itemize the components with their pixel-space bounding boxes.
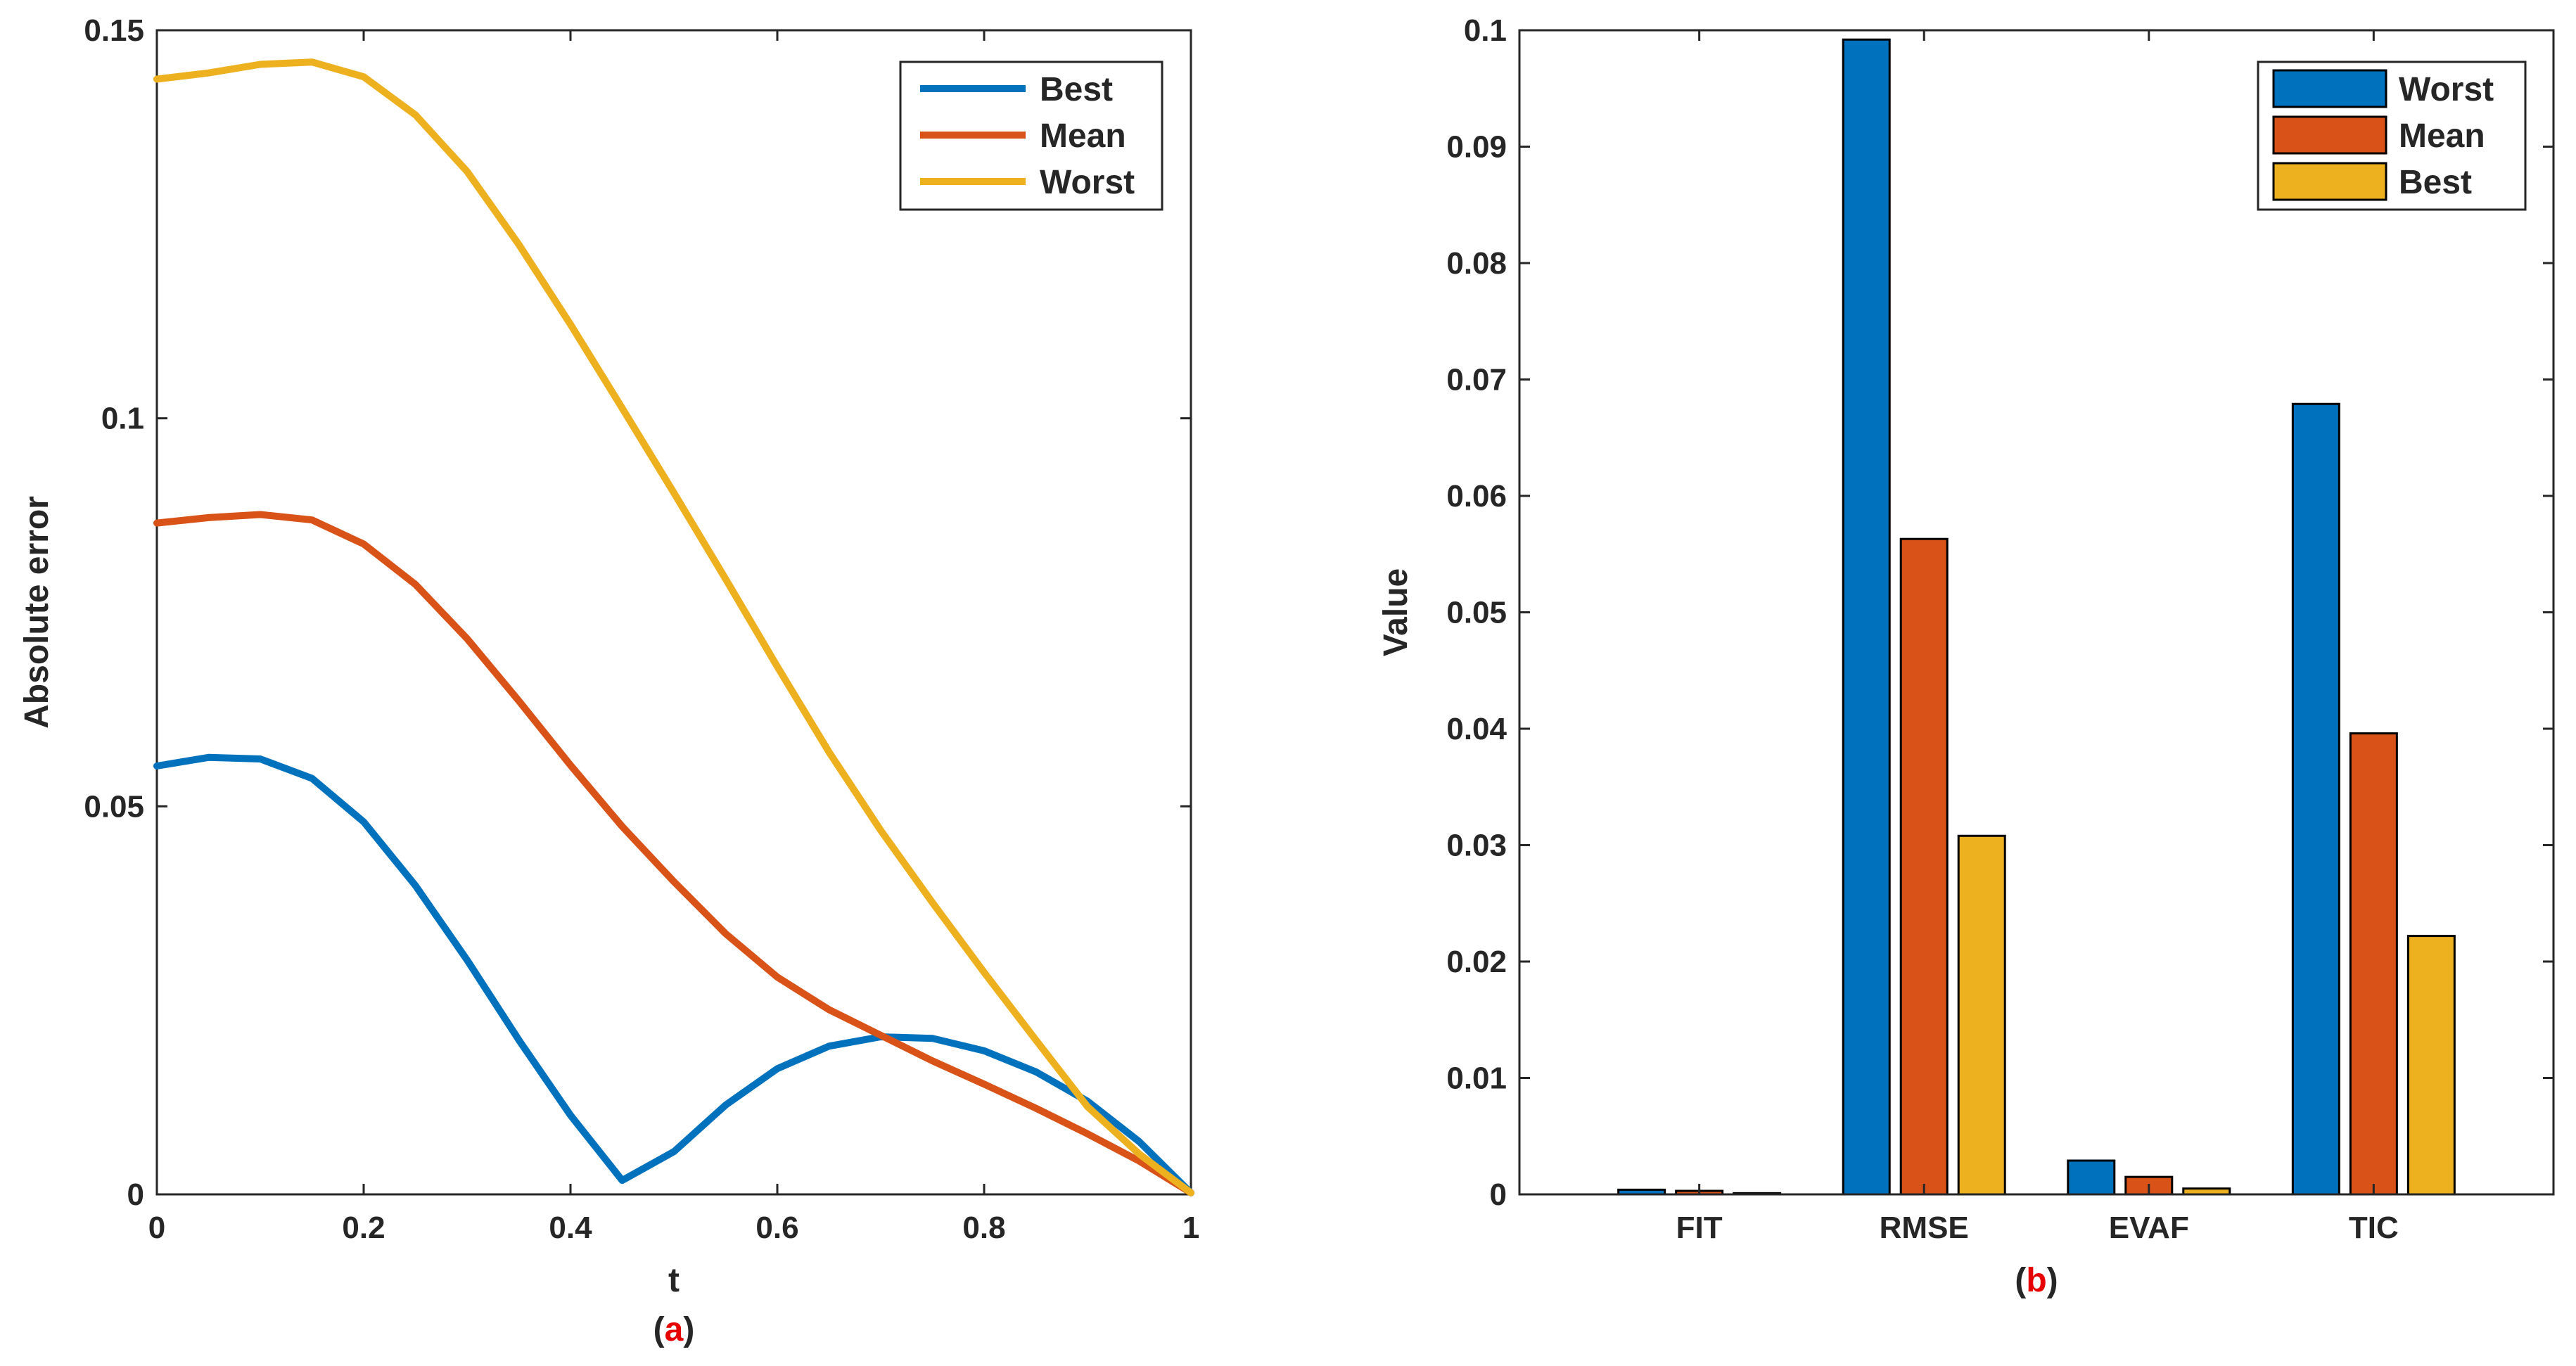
x-tick-label: 0.2 [342,1211,385,1245]
y-tick-label: 0.05 [1446,596,1507,630]
x-axis-label: t [668,1262,680,1299]
panel-label-letter: a [665,1311,684,1348]
legend-swatch-worst [2272,69,2387,108]
y-tick-label: 0.15 [84,13,144,48]
x-tick-label-tic: TIC [2349,1211,2399,1245]
bar-worst-tic [2291,402,2340,1196]
panel-label-open: ( [653,1311,665,1348]
y-axis-label: Absolute error [18,496,56,729]
y-tick-label: 0.1 [1464,13,1507,48]
series-line-mean [153,511,1194,1196]
axes-box-a [155,29,1192,1196]
legend-swatch-mean [2272,115,2387,155]
y-tick-label: 0.08 [1446,246,1507,281]
bar-best-rmse [1957,834,2006,1196]
y-axis-label: Value [1377,568,1415,656]
series-line-worst [153,58,1194,1196]
panel-label-a: (a) [653,1311,695,1348]
y-tick-label: 0.07 [1446,363,1507,397]
panel-label-b: (b) [2015,1262,2058,1299]
x-tick-label: 0.4 [549,1211,592,1245]
bar-worst-evaf [2067,1159,2116,1196]
y-tick-label: 0.02 [1446,945,1507,979]
panel-label-letter: b [2026,1262,2046,1299]
y-tick-label: 0.01 [1446,1061,1507,1096]
panel-label-close: ) [683,1311,694,1348]
bar-mean-tic [2349,732,2398,1196]
y-tick-label: 0.06 [1446,479,1507,513]
x-tick-label: 0 [148,1211,165,1245]
chart-panel-a: 0 0.2 0.4 0.6 0.8 1 0 0.05 0.1 0.15 t Absolute erro… [18,13,1199,1348]
y-tick-label: 0.04 [1446,712,1507,746]
x-tick-label-evaf: EVAF [2109,1211,2189,1245]
y-tick-label: 0.09 [1446,130,1507,165]
x-tick-label: 0.8 [962,1211,1005,1245]
y-tick-label: 0.03 [1446,829,1507,863]
x-tick-label: 1 [1182,1211,1199,1245]
bar-mean-rmse [1899,537,1949,1196]
y-tick-label: 0 [1490,1177,1507,1212]
legend-label: Mean [2399,117,2485,155]
y-tick-label: 0 [127,1177,144,1212]
legend-label: Mean [1040,117,1126,155]
legend-label: Worst [1040,164,1135,201]
bar-best-tic [2406,935,2456,1196]
panel-label-close: ) [2047,1262,2058,1299]
legend-label: Best [2399,164,2472,201]
chart-panel-b: 0 0.01 0.02 0.03 0.04 0.05 0.06 0.07 0.08 0.09 0.1… [1377,13,2555,1299]
x-tick-label-rmse: RMSE [1880,1211,1969,1245]
x-tick-label-fit: FIT [1676,1211,1723,1245]
legend-label: Worst [2399,71,2494,108]
x-tick-label: 0.6 [755,1211,798,1245]
legend-swatch-best [2272,162,2387,201]
bar-worst-rmse [1842,38,1891,1196]
y-tick-label: 0.1 [101,402,144,436]
series-line-best [153,753,1194,1196]
y-tick-label: 0.05 [84,789,144,824]
panel-label-open: ( [2015,1262,2026,1299]
legend-label: Best [1040,71,1113,108]
